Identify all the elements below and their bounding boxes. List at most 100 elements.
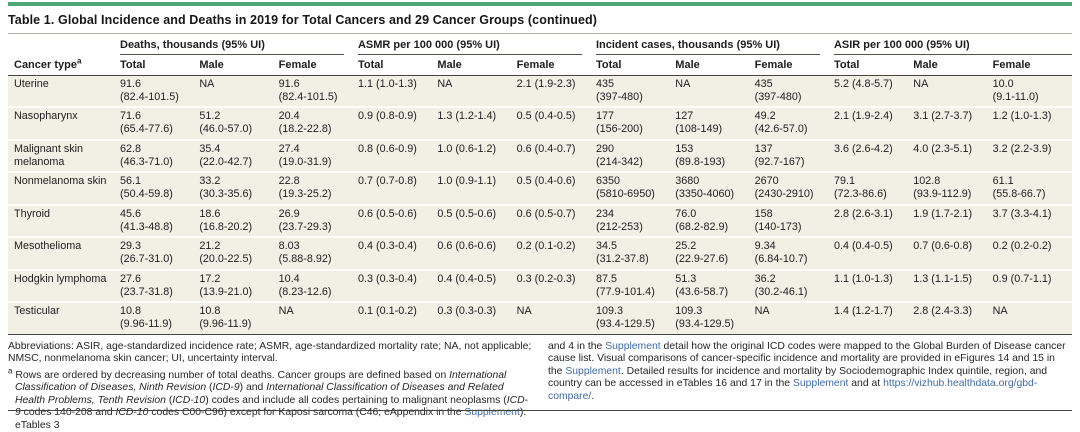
row-label: Uterine [8,75,120,109]
table-cell: 18.6 (16.8-20.2) [199,204,279,239]
footnotes: Abbreviations: ASIR, age-standardized in… [8,341,1072,432]
table-cell: 0.4 (0.3-0.4) [357,237,438,271]
table-cell: 0.4 (0.4-0.5) [833,237,914,271]
table-cell: 2670 (2430-2910) [754,172,834,206]
column-header-female: Female [992,55,1072,76]
table-cell: 1.0 (0.6-1.2) [437,139,517,174]
table-cell: 2.1 (1.9-2.4) [833,107,914,141]
group-header-asir: ASIR per 100 000 (95% UI) [833,34,1072,55]
table-cell: 17.2 (13.9-21.0) [199,269,279,304]
table-cell: 61.1 (55.8-66.7) [992,172,1072,206]
row-label: Thyroid [8,204,120,239]
table-row: Uterine 91.6 (82.4-101.5) NA 91.6 (82.4-101… [8,75,1072,109]
column-header-male: Male [199,55,279,76]
table-cell: 21.2 (20.0-22.5) [199,237,279,271]
table-cell: 0.6 (0.4-0.7) [516,139,596,174]
column-header-total: Total [357,55,438,76]
table-cell: 1.9 (1.7-2.1) [913,204,993,239]
table-cell: 0.2 (0.1-0.2) [516,237,596,271]
row-label: Malignant skin melanoma [8,139,120,174]
table-cell: 27.6 (23.7-31.8) [120,269,200,304]
table-cell: 20.4 (18.2-22.8) [278,107,358,141]
table-cell: 29.3 (26.7-31.0) [120,237,200,271]
gbd-compare-url-link[interactable]: https://vizhub.healthdata.org/gbd-compar… [548,378,1038,402]
table-cell: 87.5 (77.9-101.4) [595,269,676,304]
cancer-type-label: Cancer type [14,59,77,71]
table-cell: 49.2 (42.6-57.0) [754,107,834,141]
footnote-a: a Rows are ordered by decreasing number … [8,366,529,431]
table-cell: 0.3 (0.3-0.4) [357,269,438,304]
table-cell: 26.9 (23.7-29.3) [278,204,358,239]
table-cell: 2.8 (2.4-3.3) [913,302,993,335]
table-cell: 234 (212-253) [595,204,676,239]
table-cell: 6350 (5810-6950) [595,172,676,206]
table-cell: 2.1 (1.9-2.3) [516,75,596,109]
table-cell: 1.4 (1.2-1.7) [833,302,914,335]
table-cell: 71.6 (65.4-77.6) [120,107,200,141]
table-cell: 0.7 (0.7-0.8) [357,172,438,206]
group-header-deaths: Deaths, thousands (95% UI) [120,34,358,55]
table-cell: 1.2 (1.0-1.3) [992,107,1072,141]
table-cell: 0.4 (0.4-0.5) [437,269,517,304]
cancer-type-footnote-marker: a [76,56,82,66]
table-cell: 91.6 (82.4-101.5) [278,75,358,109]
table-cell: 0.5 (0.5-0.6) [437,204,517,239]
table-cell: 0.6 (0.6-0.6) [437,237,517,271]
footnote-continued: and 4 in the Supplement detail how the o… [548,340,1066,402]
table-cell: 0.5 (0.4-0.5) [516,107,596,141]
table-row: Nonmelanoma skin 56.1 (50.4-59.8) 33.2 (30… [8,172,1072,206]
table-cell: 36.2 (30.2-46.1) [754,269,834,304]
table-cell: 0.5 (0.4-0.6) [516,172,596,206]
supplement-link[interactable]: Supplement [565,365,621,377]
data-table: Cancer typea Deaths, thousands (95% UI) … [8,34,1072,335]
table-cell: 51.3 (43.6-58.7) [675,269,755,304]
table-cell: 0.7 (0.6-0.8) [913,237,993,271]
table-cell: 10.4 (8.23-12.6) [278,269,358,304]
table-cell: 0.2 (0.2-0.2) [992,237,1072,271]
table-row: Mesothelioma 29.3 (26.7-31.0) 21.2 (20.0-2… [8,237,1072,271]
table-cell: NA [278,302,358,335]
table-cell: 27.4 (19.0-31.9) [278,139,358,174]
table-cell: 4.0 (2.3-5.1) [913,139,993,174]
column-header-cancer-type: Cancer typea [8,34,120,76]
table-cell: 158 (140-173) [754,204,834,239]
supplement-link[interactable]: Supplement [605,340,661,352]
row-label: Testicular [8,302,120,335]
table-cell: 79.1 (72.3-86.6) [833,172,914,206]
table-cell: 0.1 (0.1-0.2) [357,302,438,335]
table-cell: 5.2 (4.8-5.7) [833,75,914,109]
table-cell: 102.8 (93.9-112.9) [913,172,993,206]
column-header-total: Total [120,55,200,76]
table-cell: 34.5 (31.2-37.8) [595,237,676,271]
supplement-link[interactable]: Supplement [792,378,849,390]
bottom-divider [8,410,1072,411]
sub-header-row: Total Male Female Total Male Female Total Male F… [8,55,1072,76]
table-cell: 45.6 (41.3-48.8) [120,204,200,239]
row-label: Mesothelioma [8,237,120,271]
table-row: Hodgkin lymphoma 27.6 (23.7-31.8) 17.2 (13… [8,269,1072,304]
table-cell: 9.34 (6.84-10.7) [754,237,834,271]
title-divider [8,33,1072,34]
table-cell: 109.3 (93.4-129.5) [675,302,755,335]
table-cell: NA [516,302,596,335]
table-cell: 1.3 (1.1-1.5) [913,269,993,304]
row-label: Hodgkin lymphoma [8,269,120,304]
table-cell: NA [437,75,517,109]
table-cell: 0.3 (0.3-0.3) [437,302,517,335]
supplement-link[interactable]: Supplement [464,407,520,419]
table-cell: 1.1 (1.0-1.3) [833,269,914,304]
table-cell: 1.3 (1.2-1.4) [437,107,517,141]
table-row: Malignant skin melanoma 62.8 (46.3-71.0) 3… [8,139,1072,174]
group-header-asmr: ASMR per 100 000 (95% UI) [357,34,596,55]
column-header-total: Total [595,55,676,76]
table-cell: 1.0 (0.9-1.1) [437,172,517,206]
table-cell: 153 (89.8-193) [675,139,755,174]
group-header-incident-cases: Incident cases, thousands (95% UI) [595,34,834,55]
column-header-male: Male [913,55,993,76]
table-cell: 3.6 (2.6-4.2) [833,139,914,174]
column-header-total: Total [833,55,914,76]
table-cell: 109.3 (93.4-129.5) [595,302,676,335]
column-header-female: Female [278,55,358,76]
table-cell: 76.0 (68.2-82.9) [675,204,755,239]
table-cell: 0.3 (0.2-0.3) [516,269,596,304]
